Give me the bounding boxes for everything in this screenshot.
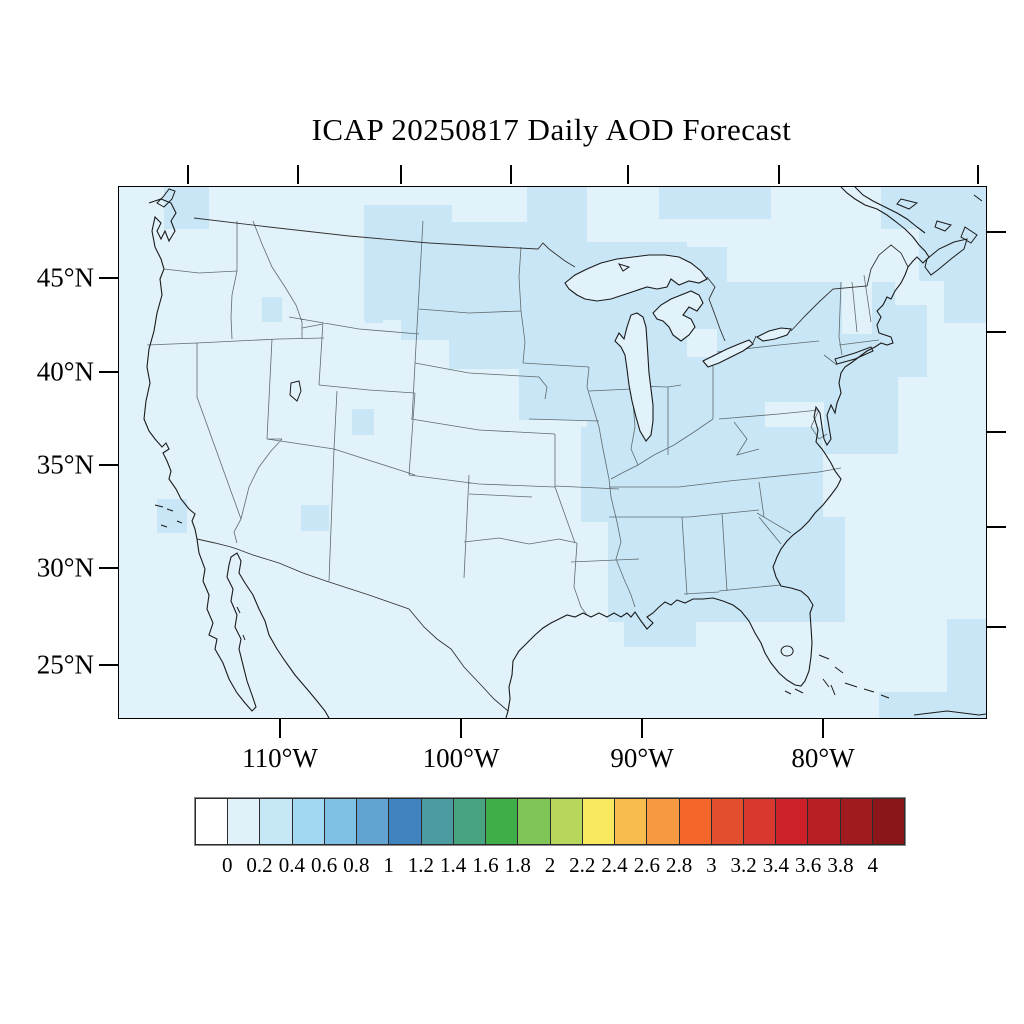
map-frame	[118, 186, 987, 719]
colorbar-tick-label: 3.8	[827, 853, 854, 877]
lat-tick	[99, 567, 118, 569]
coastline-stlawrence	[854, 187, 926, 234]
colorbar-cell	[582, 798, 616, 845]
colorbar-tick-label: 2.4	[601, 853, 628, 877]
lon-tick	[460, 719, 462, 738]
colorbar-cell	[324, 798, 358, 845]
lat-tick-label: 40°N	[36, 356, 94, 387]
colorbar-tick-label: 3.6	[795, 853, 822, 877]
great-lakes	[564, 254, 792, 442]
colorbar-tick-label: 0.2	[246, 853, 273, 877]
lat-tick-label: 30°N	[36, 552, 94, 583]
colorbar	[194, 797, 906, 846]
lat-tick	[99, 277, 118, 279]
right-tick	[987, 626, 1006, 628]
colorbar-cell	[357, 798, 390, 845]
colorbar-cell	[647, 798, 680, 845]
colorbar-cell	[550, 798, 583, 845]
colorbar-tick-label: 2.2	[569, 853, 596, 877]
coastline-atlantic	[505, 187, 930, 718]
colorbar-cell	[486, 798, 519, 845]
lat-tick	[99, 464, 118, 466]
lon-tick-label: 90°W	[610, 743, 674, 773]
national-borders	[193, 217, 909, 712]
colorbar-tick-label: 1.2	[407, 853, 435, 877]
lon-tick	[641, 719, 643, 738]
colorbar-cell	[292, 798, 325, 845]
colorbar-tick-label: 1.4	[440, 853, 467, 877]
right-tick	[987, 231, 1006, 233]
colorbar-cell	[260, 798, 293, 845]
top-tick	[400, 165, 402, 184]
colorbar-cell	[840, 798, 873, 845]
colorbar-tick-label: 1.6	[472, 853, 499, 877]
right-tick	[987, 331, 1006, 333]
colorbar-cell	[679, 798, 712, 845]
lon-tick-label: 80°W	[791, 743, 855, 773]
top-tick	[627, 165, 629, 184]
colorbar-cell	[453, 798, 487, 845]
lat-tick	[99, 371, 118, 373]
lon-tick-label: 100°W	[422, 743, 500, 773]
colorbar-cell	[711, 798, 744, 845]
state-borders	[146, 220, 880, 616]
colorbar-tick-label: 2	[544, 853, 556, 877]
colorbar-cell	[872, 798, 906, 845]
colorbar-cell	[776, 798, 809, 845]
right-tick	[987, 526, 1006, 528]
colorbar-tick-label: 1	[383, 853, 394, 877]
lat-tick-label: 45°N	[36, 262, 94, 293]
colorbar-tick-label: 3	[706, 853, 717, 877]
top-tick	[297, 165, 299, 184]
colorbar-tick-label: 0.6	[310, 853, 338, 877]
top-tick	[187, 165, 189, 184]
lat-tick-label: 35°N	[36, 449, 94, 480]
us-map	[119, 187, 986, 718]
islands-and-lakes	[154, 188, 986, 716]
colorbar-tick-label: 2.8	[665, 853, 693, 877]
colorbar-cell	[228, 798, 261, 845]
page-title: ICAP 20250817 Daily AOD Forecast	[311, 112, 792, 147]
top-tick	[977, 165, 979, 184]
colorbar-cell	[808, 798, 841, 845]
lon-tick	[822, 719, 824, 738]
colorbar-tick-label: 0	[222, 853, 233, 877]
colorbar-tick-label: 1.8	[504, 853, 531, 877]
colorbar-tick-label: 3.2	[730, 853, 757, 877]
colorbar-tick-label: 4	[867, 853, 878, 877]
lat-tick	[99, 664, 118, 666]
coastline-pacific	[143, 198, 330, 718]
colorbar-cell	[195, 798, 229, 845]
lon-tick	[279, 719, 281, 738]
colorbar-tick-label: 2.6	[633, 853, 660, 877]
lon-tick-label: 110°W	[242, 743, 318, 773]
right-tick	[987, 431, 1006, 433]
colorbar-cell	[743, 798, 777, 845]
top-tick	[510, 165, 512, 184]
top-tick	[778, 165, 780, 184]
colorbar-cell	[389, 798, 422, 845]
lat-tick-label: 25°N	[36, 649, 94, 680]
colorbar-cell	[421, 798, 454, 845]
colorbar-tick-label: 0.4	[278, 853, 305, 877]
colorbar-cell	[615, 798, 648, 845]
colorbar-cell	[518, 798, 551, 845]
colorbar-tick-label: 0.8	[343, 853, 370, 877]
colorbar-tick-label: 3.4	[762, 853, 790, 877]
